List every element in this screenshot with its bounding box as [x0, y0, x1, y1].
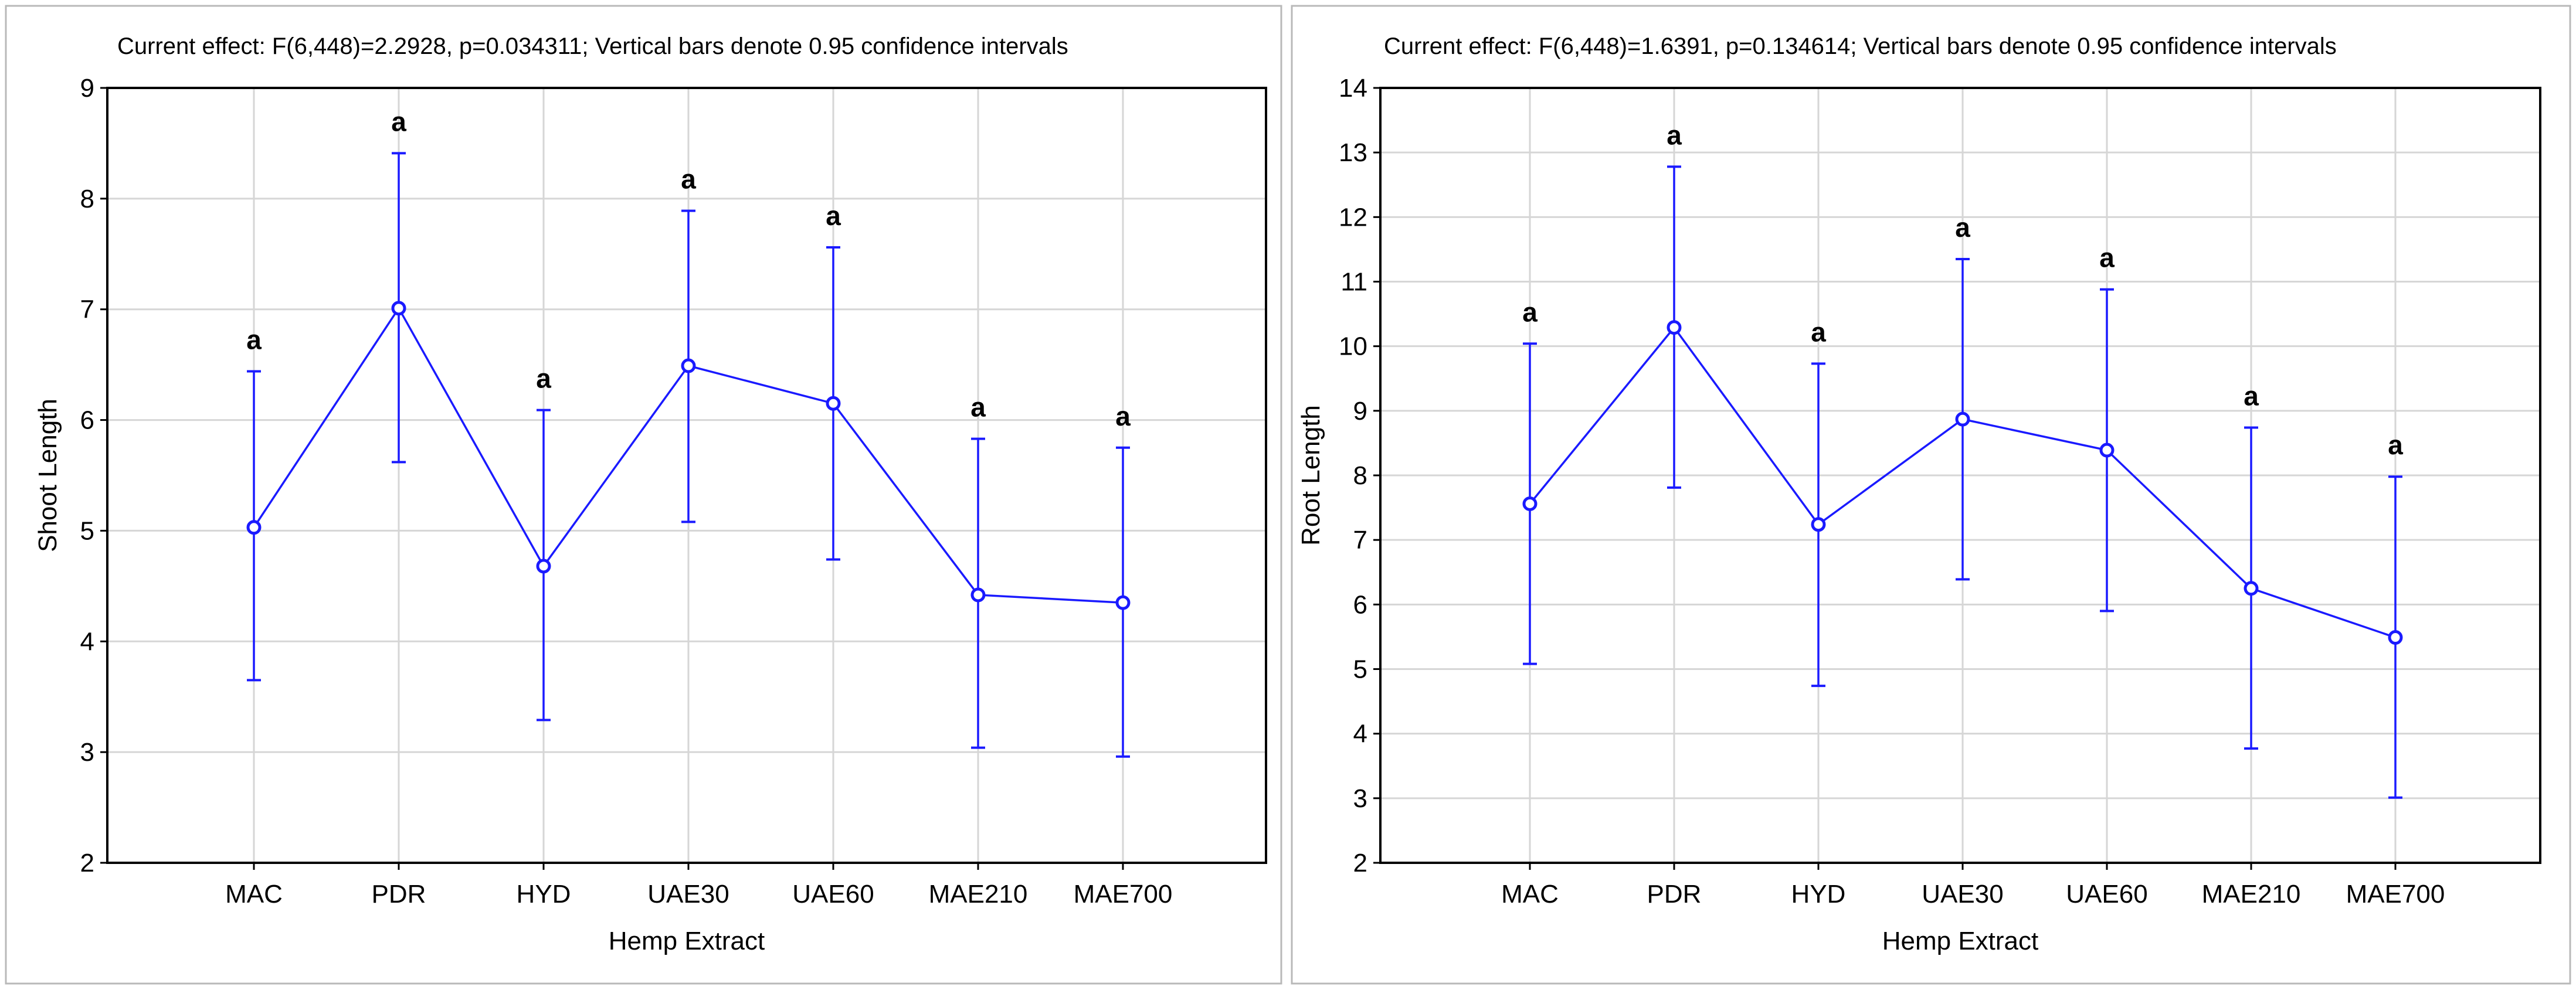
- root-mean-point: [1667, 320, 1682, 335]
- shoot-mean-point: [681, 358, 696, 373]
- shoot-x-tick-label: MAE210: [929, 880, 1028, 909]
- root-x-tick-label: HYD: [1791, 880, 1846, 909]
- shoot-significance-label: a: [536, 363, 551, 394]
- root-x-tick-label: MAC: [1501, 880, 1559, 909]
- shoot-chart-panel-frame: [5, 5, 1282, 985]
- shoot-chart-marks: a a a a a a a: [246, 106, 1131, 758]
- shoot-y-tick-label: 4: [80, 627, 94, 656]
- root-mean-point: [2244, 581, 2259, 596]
- root-y-tick-label: 11: [1340, 268, 1367, 297]
- root-x-tick-label: UAE30: [1922, 880, 2003, 909]
- root-y-tick-label: 9: [1353, 397, 1367, 426]
- root-significance-label: a: [1522, 297, 1538, 327]
- shoot-significance-label: a: [970, 392, 986, 423]
- root-chart-title: Current effect: F(6,448)=1.6391, p=0.134…: [1384, 33, 2337, 59]
- root-mean-point: [2388, 630, 2403, 645]
- root-significance-label: a: [1811, 317, 1826, 347]
- shoot-significance-label: a: [826, 200, 841, 231]
- shoot-x-tick-label: UAE60: [792, 880, 874, 909]
- root-y-tick-label: 6: [1353, 590, 1367, 619]
- shoot-y-tick-label: 9: [80, 74, 94, 103]
- root-y-tick-label: 12: [1339, 203, 1367, 232]
- shoot-significance-label: a: [1115, 401, 1131, 431]
- root-chart-marks: a a a a a a a: [1522, 120, 2403, 799]
- root-y-tick-label: 3: [1353, 784, 1367, 813]
- root-significance-label: a: [1955, 212, 1970, 243]
- shoot-x-tick-label: UAE30: [647, 880, 729, 909]
- root-chart-panel-frame: [1291, 5, 2571, 985]
- shoot-x-tick-label: HYD: [517, 880, 571, 909]
- root-length-chart: Current effect: F(6,448)=1.6391, p=0.134…: [1291, 5, 2571, 985]
- root-y-tick-label: 2: [1353, 849, 1367, 877]
- root-y-tick-label: 4: [1353, 720, 1367, 749]
- shoot-mean-point: [246, 520, 262, 535]
- root-mean-point: [1955, 411, 1970, 427]
- root-significance-label: a: [1667, 120, 1682, 150]
- shoot-mean-point: [1115, 595, 1131, 610]
- shoot-significance-label: a: [391, 106, 406, 137]
- root-x-tick-label: MAE210: [2202, 880, 2301, 909]
- shoot-chart-y-axis-label: Shoot Length: [33, 399, 62, 552]
- shoot-mean-point: [826, 396, 841, 411]
- shoot-mean-point: [970, 587, 986, 603]
- shoot-y-tick-label: 7: [80, 295, 94, 324]
- root-mean-point: [1811, 517, 1826, 532]
- root-x-tick-label: UAE60: [2066, 880, 2147, 909]
- root-significance-label: a: [2388, 430, 2403, 460]
- shoot-mean-point: [536, 559, 551, 574]
- root-y-tick-label: 8: [1353, 461, 1367, 490]
- root-y-tick-label: 14: [1339, 74, 1367, 103]
- shoot-x-tick-label: MAE700: [1074, 880, 1173, 909]
- root-chart-axes: 2 3 4 5 6 7 8 9 10 11 12 13 14 MAC PDR HYD UAE30 UAE60 MAE…: [1339, 74, 2445, 909]
- shoot-x-tick-label: MAC: [225, 880, 283, 909]
- root-chart-grid: [1380, 88, 2540, 863]
- root-chart-y-axis-label: Root Length: [1297, 405, 1325, 546]
- shoot-chart-plot-area: [106, 87, 1267, 864]
- root-y-tick-label: 7: [1353, 526, 1367, 554]
- root-mean-point: [1522, 496, 1538, 511]
- root-significance-label: a: [2099, 243, 2115, 273]
- shoot-chart-title: Current effect: F(6,448)=2.2928, p=0.034…: [117, 33, 1068, 59]
- root-y-tick-label: 13: [1339, 138, 1367, 167]
- shoot-length-chart: Current effect: F(6,448)=2.2928, p=0.034…: [5, 5, 1282, 985]
- shoot-significance-label: a: [246, 324, 262, 355]
- root-significance-label: a: [2244, 380, 2259, 411]
- root-x-tick-label: MAE700: [2346, 880, 2445, 909]
- shoot-y-tick-label: 8: [80, 185, 94, 213]
- root-chart-x-axis-label: Hemp Extract: [1882, 927, 2039, 955]
- shoot-chart-axes: 2 3 4 5 6 7 8 9 MAC PDR HYD UAE30 UAE60 MAE210 MAE700: [80, 74, 1173, 909]
- root-mean-point: [2099, 443, 2115, 458]
- shoot-significance-label: a: [681, 164, 696, 195]
- shoot-x-tick-label: PDR: [372, 880, 426, 909]
- shoot-y-tick-label: 3: [80, 738, 94, 767]
- shoot-y-tick-label: 5: [80, 516, 94, 545]
- shoot-mean-point: [391, 301, 406, 316]
- shoot-y-tick-label: 2: [80, 849, 94, 877]
- root-y-tick-label: 5: [1353, 655, 1367, 684]
- root-y-tick-label: 10: [1339, 332, 1367, 361]
- root-x-tick-label: PDR: [1647, 880, 1702, 909]
- shoot-y-tick-label: 6: [80, 406, 94, 435]
- shoot-chart-x-axis-label: Hemp Extract: [609, 927, 765, 955]
